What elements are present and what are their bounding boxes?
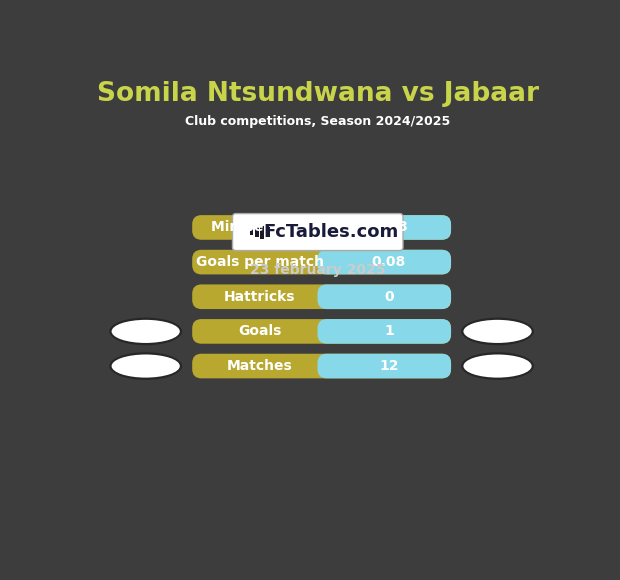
FancyBboxPatch shape (317, 319, 451, 344)
FancyBboxPatch shape (317, 354, 451, 378)
FancyBboxPatch shape (317, 284, 451, 309)
Text: 0.08: 0.08 (372, 255, 406, 269)
Text: Club competitions, Season 2024/2025: Club competitions, Season 2024/2025 (185, 115, 450, 128)
Text: 1: 1 (384, 324, 394, 338)
FancyBboxPatch shape (192, 250, 451, 274)
Text: 1523: 1523 (370, 220, 409, 234)
Ellipse shape (112, 354, 180, 378)
FancyBboxPatch shape (192, 284, 451, 309)
Text: Goals per match: Goals per match (195, 255, 324, 269)
Text: 12: 12 (379, 359, 399, 373)
Ellipse shape (463, 320, 532, 343)
Text: 0: 0 (384, 290, 394, 304)
Text: Matches: Matches (227, 359, 293, 373)
Ellipse shape (109, 352, 182, 380)
Text: Goals: Goals (238, 324, 281, 338)
FancyBboxPatch shape (232, 213, 403, 251)
Bar (255, 227, 259, 237)
Text: Somila Ntsundwana vs Jabaar: Somila Ntsundwana vs Jabaar (97, 81, 539, 107)
Ellipse shape (112, 320, 180, 343)
FancyBboxPatch shape (317, 250, 451, 274)
Ellipse shape (109, 317, 182, 345)
FancyBboxPatch shape (192, 354, 451, 378)
Ellipse shape (463, 354, 532, 378)
Bar (266, 227, 270, 237)
FancyBboxPatch shape (192, 319, 451, 344)
Text: Min per goal: Min per goal (211, 220, 308, 234)
FancyBboxPatch shape (192, 215, 451, 240)
Bar (249, 229, 254, 235)
Text: 23 february 2025: 23 february 2025 (250, 263, 386, 277)
Ellipse shape (461, 352, 534, 380)
Bar (260, 226, 264, 238)
Text: FcTables.com: FcTables.com (264, 223, 399, 241)
FancyBboxPatch shape (317, 215, 451, 240)
Ellipse shape (461, 317, 534, 345)
Text: Hattricks: Hattricks (224, 290, 295, 304)
